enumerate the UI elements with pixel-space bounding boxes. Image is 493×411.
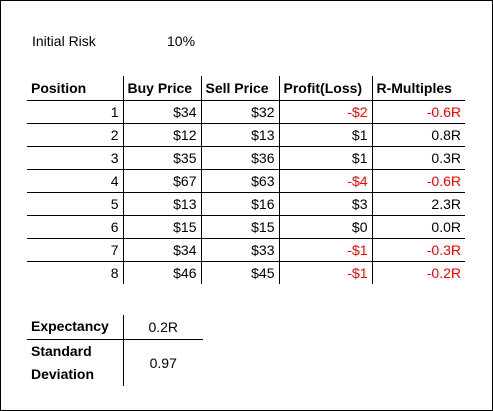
- buy-price-cell: $12: [123, 123, 202, 147]
- profit-loss-cell: -$1: [279, 238, 373, 262]
- position-cell: 1: [27, 100, 124, 124]
- sell-price-cell: $33: [201, 238, 280, 262]
- r-multiple-cell: -0.6R: [372, 100, 465, 124]
- table-row: 6 $15 $15 $0 0.0R: [27, 215, 465, 239]
- expectancy-row: Expectancy 0.2R: [27, 315, 203, 340]
- table-row: 5 $13 $16 $3 2.3R: [27, 192, 465, 216]
- position-cell: 4: [27, 169, 124, 193]
- buy-price-cell: $46: [123, 261, 202, 284]
- summary-stats-table: Expectancy 0.2R Standard Deviation 0.97: [27, 315, 203, 386]
- table-row: 7 $34 $33 -$1 -0.3R: [27, 238, 465, 262]
- std-dev-label-line1: Standard: [31, 342, 92, 359]
- profit-loss-cell: -$2: [279, 100, 373, 124]
- position-cell: 8: [27, 261, 124, 284]
- r-multiple-cell: -0.6R: [372, 169, 465, 193]
- profit-loss-cell: $0: [279, 215, 373, 239]
- buy-price-cell: $34: [123, 238, 202, 262]
- r-multiple-cell: 0.3R: [372, 146, 465, 170]
- std-dev-row: Standard Deviation 0.97: [27, 339, 203, 386]
- sell-price-cell: $63: [201, 169, 280, 193]
- sell-price-cell: $36: [201, 146, 280, 170]
- buy-price-cell: $15: [123, 215, 202, 239]
- sell-price-cell: $45: [201, 261, 280, 284]
- table-row: 4 $67 $63 -$4 -0.6R: [27, 169, 465, 193]
- buy-price-cell: $67: [123, 169, 202, 193]
- r-multiple-cell: -0.2R: [426, 264, 461, 281]
- position-cell: 3: [27, 146, 124, 170]
- expectancy-value: 0.2R: [123, 315, 203, 340]
- std-dev-value: 0.97: [149, 354, 177, 371]
- table-row: 8 $46 $45 -$1 -0.2R: [27, 261, 465, 284]
- initial-risk-value: 10%: [167, 33, 196, 49]
- header-row: Position Buy Price Sell Price Profit(Los…: [27, 76, 465, 101]
- profit-loss-cell: $1: [279, 146, 373, 170]
- header-sell-price: Sell Price: [201, 76, 280, 101]
- profit-loss-cell: -$1: [279, 261, 373, 284]
- sell-price-cell: $32: [201, 100, 280, 124]
- expectancy-label: Expectancy: [27, 315, 124, 340]
- position-cell: 5: [27, 192, 124, 216]
- r-multiple-cell: 0.0R: [372, 215, 465, 239]
- header-profit-loss: Profit(Loss): [279, 76, 373, 101]
- buy-price-cell: $13: [123, 192, 202, 216]
- position-cell: 2: [27, 123, 124, 147]
- sell-price-cell: $13: [201, 123, 280, 147]
- r-multiple-cell: 2.3R: [372, 192, 465, 216]
- initial-risk-label: Initial Risk: [32, 33, 96, 49]
- sell-price-cell: $16: [201, 192, 280, 216]
- buy-price-cell: $34: [123, 100, 202, 124]
- sell-price-cell: $15: [201, 215, 280, 239]
- position-cell: 7: [27, 238, 124, 262]
- table-row: 3 $35 $36 $1 0.3R: [27, 146, 465, 170]
- profit-loss-cell: $1: [279, 123, 373, 147]
- r-multiple-cell: 0.8R: [372, 123, 465, 147]
- table-row: 2 $12 $13 $1 0.8R: [27, 123, 465, 147]
- header-position: Position: [27, 76, 124, 101]
- position-cell: 6: [27, 215, 124, 239]
- std-dev-label-line2: Deviation: [31, 365, 95, 382]
- header-r-multiples: R-Multiples: [372, 76, 465, 101]
- std-dev-label: Standard Deviation: [27, 339, 124, 386]
- header-buy-price: Buy Price: [123, 76, 202, 101]
- r-multiple-cell: -0.3R: [372, 238, 465, 262]
- table-row: 1 $34 $32 -$2 -0.6R: [27, 100, 465, 124]
- buy-price-cell: $35: [123, 146, 202, 170]
- profit-loss-cell: $3: [279, 192, 373, 216]
- profit-loss-cell: -$4: [279, 169, 373, 193]
- positions-table: Position Buy Price Sell Price Profit(Los…: [27, 76, 465, 284]
